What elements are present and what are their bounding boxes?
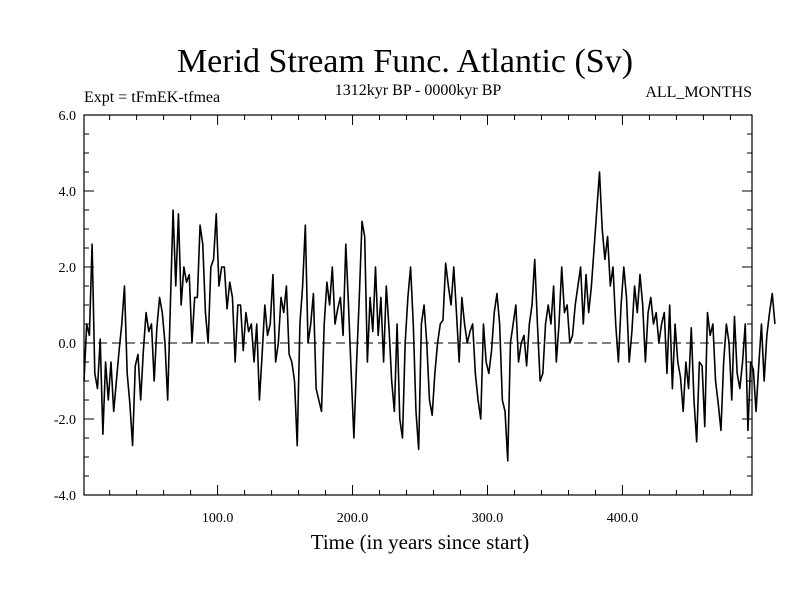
experiment-label: Expt = tFmEK-tfmea (84, 89, 220, 106)
y-tick-label: -4.0 (54, 489, 76, 504)
x-tick-label: 200.0 (337, 511, 369, 526)
x-axis-label: Time (in years since start) (311, 530, 530, 554)
y-tick-label: 2.0 (59, 261, 77, 276)
axis-ticks (84, 114, 752, 496)
y-tick-label: 6.0 (59, 109, 77, 124)
y-tick-labels: -4.0 -2.0 0.0 2.0 4.0 6.0 (54, 109, 76, 504)
series-line (83, 171, 776, 462)
x-tick-label: 100.0 (202, 511, 234, 526)
y-tick-label: 4.0 (59, 185, 77, 200)
period-label: 1312kyr BP - 0000kyr BP (335, 82, 502, 99)
x-tick-label: 400.0 (607, 511, 639, 526)
season-label: ALL_MONTHS (645, 84, 752, 101)
y-tick-label: -2.0 (54, 413, 76, 428)
x-tick-label: 300.0 (472, 511, 504, 526)
y-tick-label: 0.0 (59, 337, 77, 352)
x-tick-labels: 100.0 200.0 300.0 400.0 (202, 511, 638, 526)
chart-title: Merid Stream Func. Atlantic (Sv) (177, 43, 633, 80)
